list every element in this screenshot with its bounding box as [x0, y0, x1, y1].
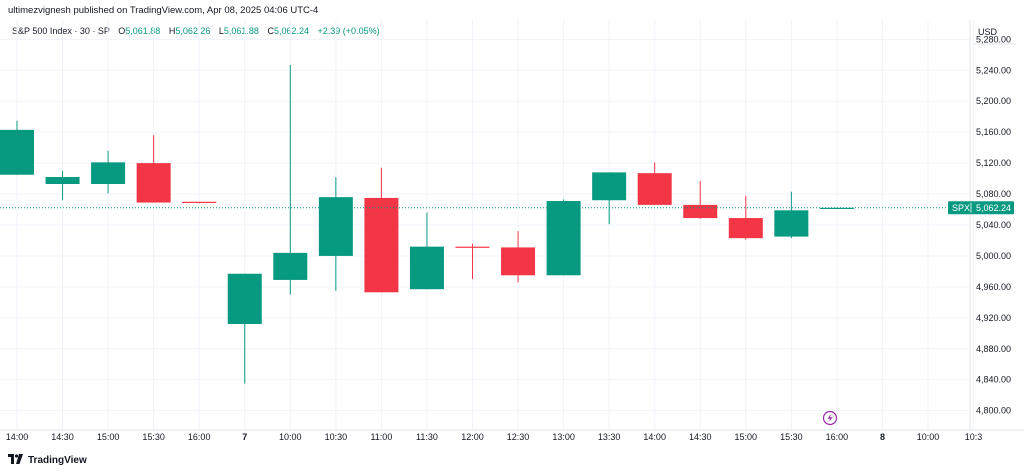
candle[interactable]	[546, 199, 581, 276]
candle-body	[637, 173, 672, 205]
y-tick-label: 5,120.00	[976, 158, 1011, 168]
x-tick-label: 13:00	[552, 432, 575, 442]
candle-body	[592, 172, 627, 201]
y-tick-label: 4,960.00	[976, 282, 1011, 292]
y-tick-label: 4,920.00	[976, 313, 1011, 323]
current-price-ticker: SPX	[952, 203, 970, 213]
candle[interactable]	[227, 273, 262, 384]
current-price-value: 5,062.24	[976, 203, 1011, 213]
candle[interactable]	[501, 231, 536, 283]
x-tick-label: 10:00	[917, 432, 940, 442]
x-tick-label: 11:30	[416, 432, 438, 442]
y-tick-label: 5,080.00	[976, 189, 1011, 199]
candle[interactable]	[637, 162, 672, 205]
candle-body	[455, 246, 490, 248]
change-value: +2.39 (+0.05%)	[317, 26, 380, 36]
candle-body	[364, 197, 399, 293]
candle-body	[0, 129, 34, 175]
low-label: L	[218, 26, 224, 36]
y-tick-label: 5,200.00	[976, 96, 1011, 106]
candle[interactable]	[364, 167, 399, 293]
x-tick-label: 15:30	[142, 432, 165, 442]
x-tick-label: 16:00	[826, 432, 849, 442]
lightning-alert-icon[interactable]	[822, 410, 838, 426]
y-tick-label: 4,840.00	[976, 375, 1011, 385]
footer-brand[interactable]: TradingView	[8, 454, 87, 467]
candle-body	[501, 247, 536, 276]
candle[interactable]	[273, 64, 308, 295]
candle[interactable]	[683, 180, 718, 219]
high-label: H	[168, 26, 176, 36]
symbol-title[interactable]: S&P 500 Index · 30 · SP	[12, 26, 110, 36]
candle[interactable]	[0, 120, 34, 175]
ohlc-legend: S&P 500 Index · 30 · SP O5,061.88 H5,062…	[12, 26, 380, 36]
candle[interactable]	[136, 135, 171, 203]
y-tick-label: 5,000.00	[976, 251, 1011, 261]
candle-body	[819, 207, 854, 209]
x-tick-label: 13:30	[598, 432, 621, 442]
y-tick-label: 5,240.00	[976, 65, 1011, 75]
y-tick-label: 4,800.00	[976, 406, 1011, 416]
x-tick-label: 15:30	[780, 432, 803, 442]
open-value: 5,061.88	[125, 26, 161, 36]
candle-body	[728, 218, 763, 239]
low-value: 5,061.88	[223, 26, 259, 36]
y-tick-label: 5,160.00	[976, 127, 1011, 137]
current-price-tag: SPX 5,062.24	[948, 201, 1014, 215]
candle[interactable]	[409, 212, 444, 290]
candle-body	[227, 273, 262, 325]
candle[interactable]	[819, 207, 854, 209]
x-tick-label: 8	[880, 432, 885, 442]
x-tick-label: 7	[242, 432, 247, 442]
open-label: O	[118, 26, 126, 36]
x-tick-label: 14:30	[689, 432, 712, 442]
chart-grid	[0, 20, 975, 430]
candle[interactable]	[91, 150, 126, 194]
x-tick-label: 11:00	[370, 432, 392, 442]
candle-body	[91, 162, 126, 184]
candle-body	[45, 177, 80, 184]
close-value: 5,062.24	[273, 26, 310, 36]
footer-brand-label: TradingView	[28, 455, 87, 466]
candle[interactable]	[774, 191, 809, 239]
candle-body	[182, 201, 217, 203]
close-label: C	[267, 26, 274, 36]
candle[interactable]	[182, 201, 217, 204]
x-tick-label: 10:3	[965, 432, 983, 442]
publish-info: ultimezvignesh published on TradingView.…	[8, 5, 319, 16]
time-axis: 14:00 14:30 15:00 15:30 16:00 7 10:00 10:30 11:0…	[6, 432, 983, 442]
x-tick-label: 10:00	[279, 432, 302, 442]
tradingview-logo-icon	[8, 454, 24, 467]
y-tick-label: 4,880.00	[976, 344, 1011, 354]
currency-label[interactable]: USD	[978, 27, 998, 37]
candle[interactable]	[728, 195, 763, 240]
candle-body	[774, 210, 809, 237]
candle-body	[273, 252, 308, 280]
current-price-tag-bg	[948, 201, 1014, 215]
x-tick-label: 14:00	[643, 432, 666, 442]
x-tick-label: 10:30	[325, 432, 348, 442]
candle-body	[318, 197, 353, 256]
y-tick-label: 5,040.00	[976, 220, 1011, 230]
x-tick-label: 15:00	[735, 432, 758, 442]
candle[interactable]	[45, 170, 80, 201]
high-value: 5,062.26	[175, 26, 211, 36]
candle-body	[683, 204, 718, 219]
candles	[0, 64, 854, 384]
x-tick-label: 12:00	[461, 432, 484, 442]
x-tick-label: 12:30	[507, 432, 530, 442]
x-tick-label: 14:30	[51, 432, 74, 442]
candle-body	[136, 163, 171, 203]
candle-body	[409, 246, 444, 290]
x-tick-label: 15:00	[97, 432, 120, 442]
candle[interactable]	[592, 172, 627, 225]
x-tick-label: 14:00	[6, 432, 29, 442]
price-axis: 4,800.00 4,840.00 4,880.00 4,920.00 4,960.00…	[976, 34, 1011, 415]
y-tick-label: 5,280.00	[976, 34, 1011, 44]
x-tick-label: 16:00	[188, 432, 211, 442]
candle[interactable]	[455, 243, 490, 280]
candle[interactable]	[318, 177, 353, 291]
candle-body	[546, 201, 581, 276]
